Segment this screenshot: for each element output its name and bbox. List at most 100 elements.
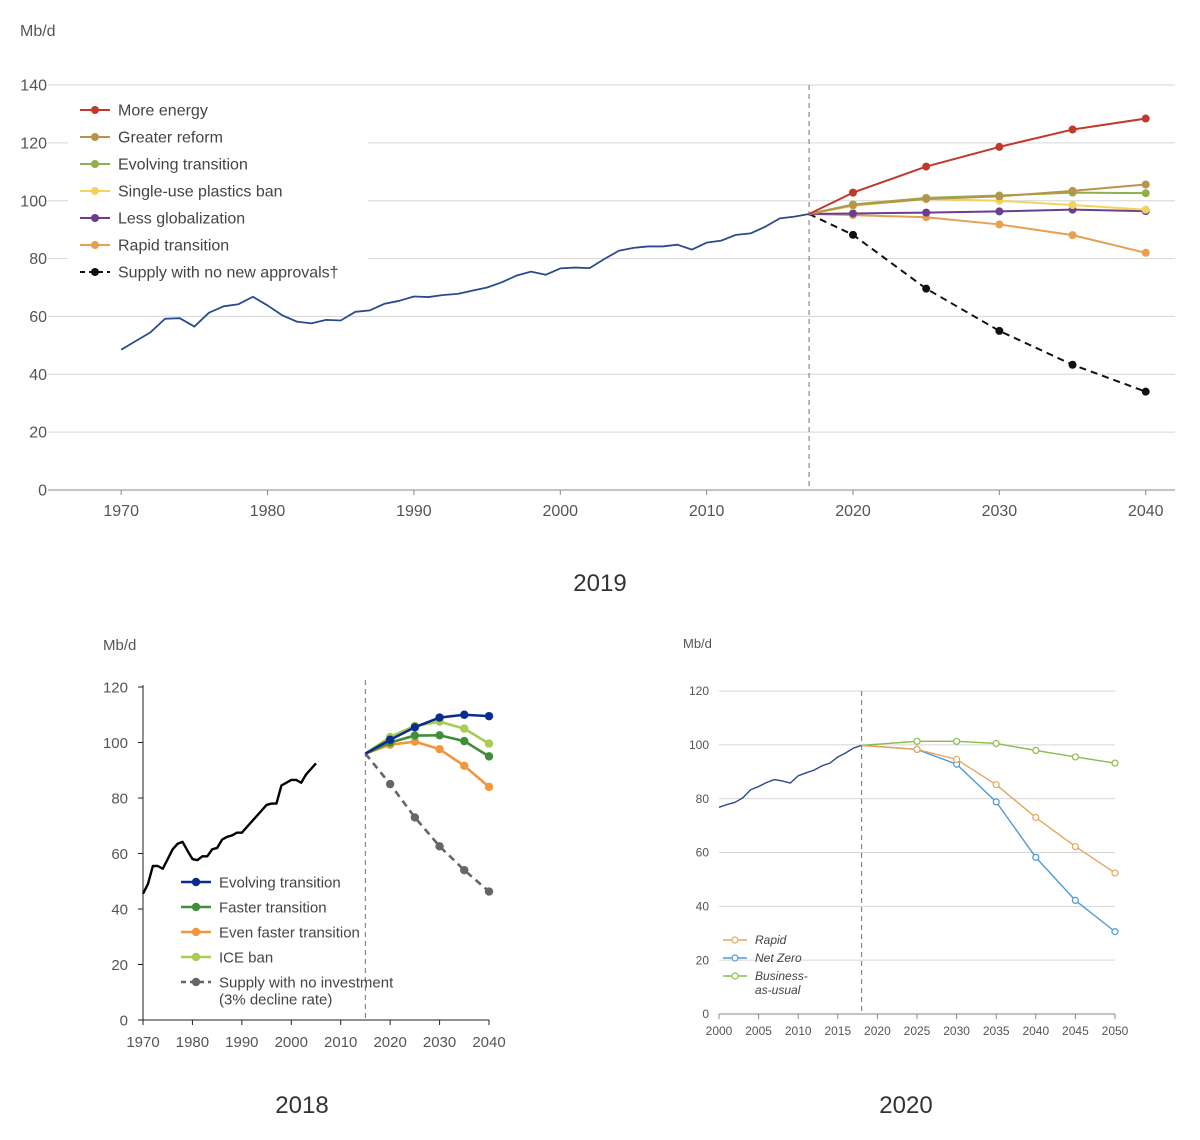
- data-point-business: [1032, 746, 1040, 755]
- legend-item-less-globalization: Less globalization: [80, 211, 245, 228]
- data-point-supply-with-no-new-approvals: [849, 230, 857, 239]
- x-tick-label: 2040: [1128, 503, 1164, 520]
- data-point-evolving-transition: [484, 711, 494, 721]
- y-tick-label: 120: [20, 135, 47, 152]
- y-tick-label: 100: [689, 738, 709, 752]
- legend-item-rapid-transition: Rapid transition: [80, 238, 229, 255]
- series-line-less-globalization: [809, 208, 1146, 216]
- data-point-business: [1071, 753, 1080, 761]
- data-point-business: [1111, 759, 1119, 767]
- data-point-faster-transition: [435, 731, 444, 740]
- data-point-net-zero: [1111, 928, 1119, 936]
- y-tick-label: 20: [111, 957, 128, 974]
- x-tick-label: 2030: [423, 1034, 456, 1051]
- y-tick-label: 20: [29, 425, 47, 442]
- data-point-rapid: [992, 781, 1000, 789]
- data-point-net-zero: [1032, 853, 1040, 861]
- x-tick-label: 2040: [1022, 1024, 1049, 1038]
- legend-item-more-energy: More energy: [80, 103, 208, 120]
- chart-2019-legend: More energy Greater reform Evolving transi…: [80, 103, 339, 282]
- data-point-more-energy: [995, 142, 1004, 151]
- x-tick-label: 2015: [824, 1024, 851, 1038]
- legend-item-evolving-transition: Evolving transition: [80, 157, 248, 174]
- legend-swatch-marker: [91, 160, 99, 168]
- data-point-rapid-transition: [1141, 248, 1150, 257]
- data-point-evolving-transition: [1141, 189, 1150, 198]
- data-point-evolving-transition: [435, 713, 444, 722]
- x-tick-label: 2005: [745, 1024, 772, 1038]
- legend-swatch-marker: [91, 187, 99, 195]
- series-line-more-energy: [808, 117, 1146, 215]
- x-tick-label: 1980: [250, 503, 286, 520]
- chart-2019-caption: 2019: [573, 570, 626, 597]
- y-tick-label: 120: [103, 679, 128, 696]
- data-point-single-use-plastics-ban: [1141, 205, 1150, 214]
- chart-2020-legend: Rapid Net Zero Business-as-usual: [723, 933, 808, 997]
- chart-2019-x-ticks: 1970 1980 1990 2000 2010 2020 2030 2040: [103, 490, 1164, 520]
- legend-label: Greater reform: [118, 130, 223, 147]
- x-tick-label: 2030: [982, 503, 1018, 520]
- x-tick-label: 2050: [1102, 1024, 1129, 1038]
- y-tick-label: 40: [696, 900, 710, 914]
- series-line-supply-with-no-new-approvals: [808, 213, 1147, 393]
- data-point-rapid: [952, 755, 961, 763]
- data-point-rapid: [913, 745, 921, 754]
- data-point-rapid-transition: [995, 220, 1004, 229]
- series-line-greater-reform: [808, 183, 1146, 216]
- chart-2019-plot: [48, 85, 1175, 491]
- series-line-rapid: [861, 744, 1116, 874]
- chart-2019-y-ticks: 0 20 40 60 80 100 120 140: [20, 78, 47, 500]
- legend-swatch-marker: [191, 927, 201, 937]
- legend-item-business: Business-as-usual: [723, 969, 808, 997]
- y-tick-label: 40: [111, 901, 128, 918]
- chart-2018-y-ticks: 0 20 40 60 80 100 120: [103, 679, 143, 1029]
- x-tick-label: 2020: [864, 1024, 891, 1038]
- data-point-even-faster-transition: [435, 744, 444, 754]
- x-tick-label: 1980: [176, 1034, 209, 1051]
- x-tick-label: 2025: [904, 1024, 931, 1038]
- data-point-business: [992, 739, 1000, 748]
- legend-swatch-marker: [191, 902, 201, 912]
- legend-label-line2: as-usual: [755, 983, 801, 997]
- legend-item-supply-with-no-investment: Supply with no investment(3% decline rat…: [181, 974, 394, 1008]
- legend-swatch-marker: [91, 241, 99, 249]
- chart-2020-caption: 2020: [879, 1092, 932, 1119]
- chart-2019-legend-background: [68, 93, 368, 288]
- data-point-supply-with-no-investment: [385, 779, 395, 789]
- legend-item-single-use-plastics-ban: Single-use plastics ban: [80, 184, 283, 201]
- data-point-supply-with-no-new-approvals: [1068, 360, 1077, 369]
- legend-item-ice-ban: ICE ban: [181, 949, 273, 966]
- series-line-supply-with-no-investment: [364, 752, 490, 893]
- data-point-supply-with-no-investment: [460, 865, 469, 875]
- legend-label: Evolving transition: [219, 874, 341, 891]
- data-point-faster-transition: [460, 736, 469, 746]
- legend-swatch-marker: [191, 952, 201, 962]
- x-tick-label: 1970: [103, 503, 139, 520]
- y-tick-label: 0: [702, 1007, 709, 1021]
- legend-label: Rapid transition: [118, 238, 229, 255]
- data-point-supply-with-no-investment: [484, 887, 494, 896]
- legend-label: Faster transition: [219, 899, 327, 916]
- chart-2020-x-ticks: 2000 2005 2010 2015 2020 2025 2030 2035 2040 2045…: [706, 1014, 1129, 1038]
- y-tick-label: 100: [20, 193, 47, 210]
- chart-2018-x-ticks: 1970 1980 1990 2000 2010 2020 2030 2040: [126, 1020, 506, 1051]
- legend-swatch-marker: [191, 877, 201, 887]
- chart-2018-caption: 2018: [275, 1092, 328, 1119]
- data-point-ice-ban: [460, 724, 469, 733]
- x-tick-label: 2000: [706, 1024, 733, 1038]
- y-tick-label: 0: [38, 483, 47, 500]
- legend-item-greater-reform: Greater reform: [80, 130, 223, 147]
- y-tick-label: 60: [111, 846, 128, 863]
- legend-item-rapid: Rapid: [723, 933, 787, 947]
- data-point-more-energy: [1068, 125, 1077, 134]
- data-point-faster-transition: [410, 731, 420, 740]
- series-line-rapid-transition: [809, 213, 1146, 254]
- chart-2018-legend: Evolving transition Faster transition Even…: [181, 874, 394, 1008]
- data-point-supply-with-no-new-approvals: [922, 284, 931, 293]
- legend-label: Supply with no new approvals†: [118, 265, 339, 282]
- series-line-even-faster-transition: [364, 740, 490, 788]
